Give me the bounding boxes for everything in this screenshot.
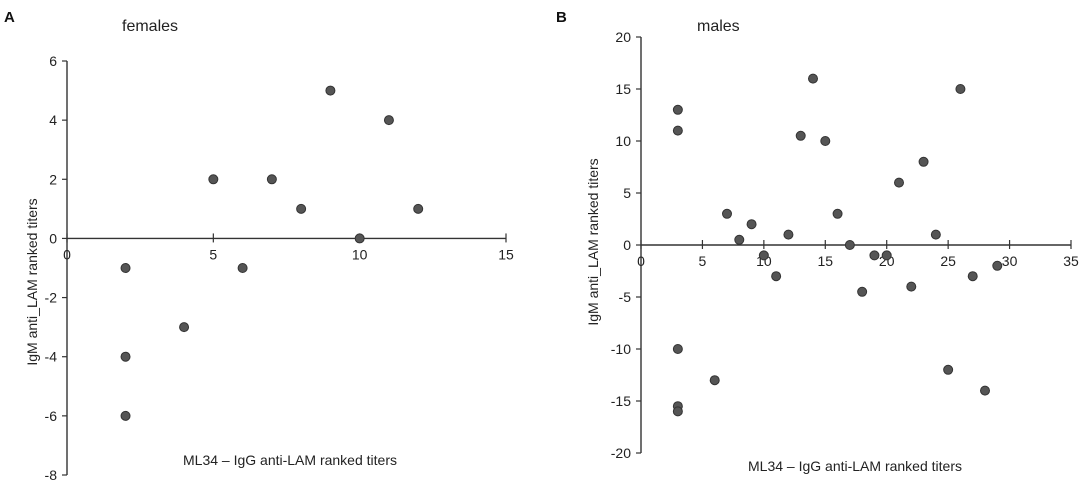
panel-a-x-axis-label: ML34 – IgG anti-LAM ranked titers (183, 452, 397, 468)
panel-b-x-axis-label: ML34 – IgG anti-LAM ranked titers (748, 458, 962, 474)
data-point (296, 203, 307, 214)
data-point (820, 136, 831, 146)
data-point (918, 156, 929, 167)
data-point (672, 406, 683, 417)
panel-b-title: males (697, 18, 740, 35)
y-tick-label: 0 (623, 237, 631, 253)
panel-b-y-axis-label: IgM anti_LAM ranked titers (585, 158, 601, 325)
x-tick-label: 10 (352, 246, 368, 262)
data-point (857, 286, 868, 297)
data-point (783, 229, 794, 240)
data-point (967, 271, 978, 282)
panel-a-females: A females IgM anti_LAM ranked titers ML3… (4, 9, 514, 483)
data-point (881, 250, 892, 261)
y-tick-label: -2 (45, 290, 58, 306)
panel-b-label: B (556, 9, 567, 26)
y-tick-label: -15 (611, 393, 631, 409)
data-point (869, 250, 880, 261)
data-point (672, 125, 683, 136)
x-tick-label: 30 (1002, 253, 1018, 269)
panel-a-title: females (122, 18, 178, 35)
y-tick-label: -10 (611, 341, 631, 357)
data-point (709, 375, 720, 386)
x-tick-label: 5 (209, 246, 217, 262)
data-point (992, 260, 1003, 271)
data-point (672, 344, 683, 354)
data-point (980, 385, 990, 396)
data-point (266, 174, 277, 185)
data-point (120, 263, 131, 273)
data-point (930, 229, 941, 240)
x-tick-label: 5 (699, 253, 707, 269)
data-point (672, 104, 683, 115)
data-point (179, 322, 190, 333)
y-tick-label: 20 (615, 29, 631, 45)
y-tick-label: 6 (49, 53, 57, 69)
data-point (120, 410, 131, 421)
x-tick-label: 15 (498, 246, 514, 262)
data-point (808, 73, 818, 84)
data-point (325, 85, 336, 96)
x-tick-label: 15 (817, 253, 833, 269)
x-tick-label: 25 (940, 253, 956, 269)
panel-b-males: B males IgM anti_LAM ranked titers ML34 … (556, 9, 1079, 474)
data-point (758, 250, 769, 261)
data-point (746, 219, 757, 230)
data-point (722, 208, 732, 219)
panel-a-label: A (4, 9, 15, 26)
data-point (734, 234, 745, 245)
y-tick-label: 4 (49, 112, 57, 128)
y-tick-label: 10 (615, 133, 631, 149)
y-tick-label: 5 (623, 185, 631, 201)
x-tick-label: 35 (1063, 253, 1079, 269)
data-point (237, 263, 248, 273)
data-point (955, 84, 966, 94)
x-tick-label: 0 (637, 253, 645, 269)
y-tick-label: -20 (611, 445, 631, 461)
y-tick-label: 0 (49, 230, 57, 246)
y-tick-label: 2 (49, 171, 57, 187)
data-point (120, 351, 131, 362)
data-point (413, 203, 424, 214)
data-point (383, 115, 394, 126)
y-tick-label: -6 (45, 408, 58, 424)
data-point (208, 174, 219, 185)
y-tick-label: -4 (45, 349, 58, 365)
y-tick-label: -5 (619, 289, 632, 305)
data-point (906, 281, 917, 292)
data-point (771, 271, 782, 282)
data-point (354, 233, 365, 244)
data-point (943, 364, 954, 375)
x-tick-label: 0 (63, 246, 71, 262)
data-point (795, 130, 806, 141)
y-tick-label: -8 (45, 467, 58, 483)
data-point (844, 240, 855, 250)
data-point (894, 177, 904, 188)
y-tick-label: 15 (615, 81, 631, 97)
data-point (832, 208, 843, 219)
panel-a-y-axis-label: IgM anti_LAM ranked titers (24, 198, 40, 365)
